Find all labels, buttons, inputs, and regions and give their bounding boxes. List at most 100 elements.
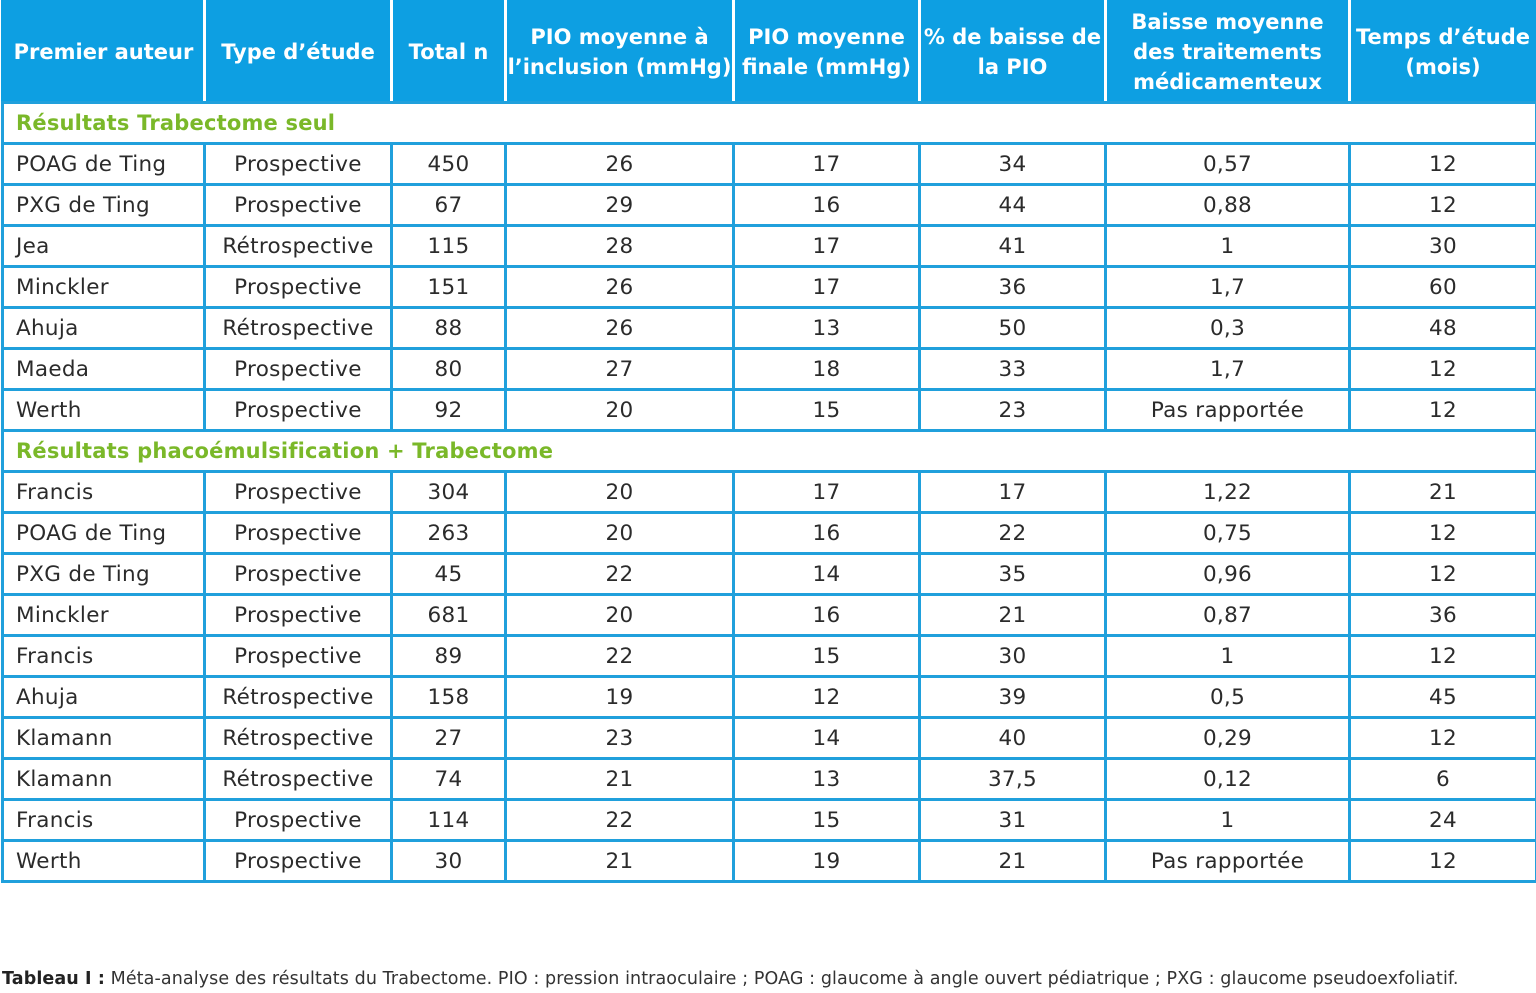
cell-study-type: Prospective bbox=[203, 347, 393, 391]
cell-total-n: 450 bbox=[390, 142, 507, 186]
cell-temps-etude: 12 bbox=[1348, 142, 1536, 186]
cell-baisse-traitements: 0,88 bbox=[1104, 183, 1351, 227]
table-row: Werth Prospective 92 20 15 23 Pas rapportée 12 bbox=[1, 388, 1536, 432]
table-row: Minckler Prospective 681 20 16 21 0,87 36 bbox=[1, 593, 1536, 637]
cell-baisse-traitements: Pas rapportée bbox=[1104, 839, 1351, 883]
cell-total-n: 92 bbox=[390, 388, 507, 432]
cell-study-type: Prospective bbox=[203, 839, 393, 883]
cell-temps-etude: 30 bbox=[1348, 224, 1536, 268]
cell-total-n: 89 bbox=[390, 634, 507, 678]
cell-pio-inclusion: 26 bbox=[504, 306, 735, 350]
cell-temps-etude: 12 bbox=[1348, 552, 1536, 596]
cell-author: POAG de Ting bbox=[1, 511, 206, 555]
cell-total-n: 158 bbox=[390, 675, 507, 719]
header-row: Premier auteur Type d’étude Total n PIO … bbox=[1, 0, 1536, 104]
cell-baisse-pio: 17 bbox=[918, 470, 1107, 514]
cell-baisse-pio: 36 bbox=[918, 265, 1107, 309]
cell-pio-inclusion: 28 bbox=[504, 224, 735, 268]
cell-study-type: Prospective bbox=[203, 593, 393, 637]
cell-pio-inclusion: 27 bbox=[504, 347, 735, 391]
cell-baisse-pio: 41 bbox=[918, 224, 1107, 268]
cell-baisse-pio: 21 bbox=[918, 839, 1107, 883]
caption-label: Tableau I : bbox=[2, 969, 105, 989]
cell-temps-etude: 24 bbox=[1348, 798, 1536, 842]
results-table-container: Premier auteur Type d’étude Total n PIO … bbox=[1, 0, 1536, 883]
cell-pio-finale: 13 bbox=[732, 306, 921, 350]
cell-pio-inclusion: 23 bbox=[504, 716, 735, 760]
cell-baisse-traitements: 0,12 bbox=[1104, 757, 1351, 801]
cell-author: Klamann bbox=[1, 716, 206, 760]
cell-total-n: 304 bbox=[390, 470, 507, 514]
cell-pio-inclusion: 21 bbox=[504, 839, 735, 883]
cell-total-n: 88 bbox=[390, 306, 507, 350]
cell-pio-finale: 15 bbox=[732, 798, 921, 842]
cell-total-n: 151 bbox=[390, 265, 507, 309]
cell-total-n: 681 bbox=[390, 593, 507, 637]
cell-pio-inclusion: 20 bbox=[504, 388, 735, 432]
cell-study-type: Prospective bbox=[203, 183, 393, 227]
caption-text: Méta-analyse des résultats du Trabectome… bbox=[104, 969, 1459, 989]
cell-author: Klamann bbox=[1, 757, 206, 801]
section-title: Résultats Trabectome seul bbox=[1, 101, 1536, 145]
cell-pio-finale: 16 bbox=[732, 593, 921, 637]
cell-pio-inclusion: 22 bbox=[504, 798, 735, 842]
cell-study-type: Prospective bbox=[203, 511, 393, 555]
cell-pio-inclusion: 19 bbox=[504, 675, 735, 719]
cell-baisse-traitements: 1 bbox=[1104, 798, 1351, 842]
cell-pio-inclusion: 20 bbox=[504, 470, 735, 514]
cell-total-n: 115 bbox=[390, 224, 507, 268]
cell-baisse-traitements: 1,7 bbox=[1104, 347, 1351, 391]
cell-author: Francis bbox=[1, 470, 206, 514]
table-caption: Tableau I : Méta-analyse des résultats d… bbox=[2, 969, 1459, 989]
cell-study-type: Prospective bbox=[203, 470, 393, 514]
cell-baisse-pio: 23 bbox=[918, 388, 1107, 432]
cell-temps-etude: 45 bbox=[1348, 675, 1536, 719]
cell-baisse-traitements: 1 bbox=[1104, 224, 1351, 268]
table-row: Minckler Prospective 151 26 17 36 1,7 60 bbox=[1, 265, 1536, 309]
section-row: Résultats Trabectome seul bbox=[1, 101, 1536, 145]
cell-pio-inclusion: 29 bbox=[504, 183, 735, 227]
cell-baisse-traitements: 1 bbox=[1104, 634, 1351, 678]
results-table: Premier auteur Type d’étude Total n PIO … bbox=[1, 0, 1536, 883]
cell-baisse-pio: 40 bbox=[918, 716, 1107, 760]
table-row: Maeda Prospective 80 27 18 33 1,7 12 bbox=[1, 347, 1536, 391]
header-pio-finale: PIO moyenne finale (mmHg) bbox=[732, 0, 921, 104]
table-row: PXG de Ting Prospective 67 29 16 44 0,88 12 bbox=[1, 183, 1536, 227]
cell-pio-finale: 14 bbox=[732, 552, 921, 596]
header-temps-etude: Temps d’étude (mois) bbox=[1348, 0, 1536, 104]
cell-author: POAG de Ting bbox=[1, 142, 206, 186]
table-row: Jea Rétrospective 115 28 17 41 1 30 bbox=[1, 224, 1536, 268]
table-row: POAG de Ting Prospective 450 26 17 34 0,57 12 bbox=[1, 142, 1536, 186]
cell-study-type: Prospective bbox=[203, 634, 393, 678]
cell-baisse-pio: 34 bbox=[918, 142, 1107, 186]
cell-author: Ahuja bbox=[1, 675, 206, 719]
cell-study-type: Prospective bbox=[203, 388, 393, 432]
cell-study-type: Rétrospective bbox=[203, 675, 393, 719]
cell-total-n: 27 bbox=[390, 716, 507, 760]
cell-pio-finale: 15 bbox=[732, 388, 921, 432]
cell-study-type: Prospective bbox=[203, 142, 393, 186]
table-row: Ahuja Rétrospective 158 19 12 39 0,5 45 bbox=[1, 675, 1536, 719]
cell-baisse-pio: 39 bbox=[918, 675, 1107, 719]
cell-study-type: Prospective bbox=[203, 798, 393, 842]
cell-pio-inclusion: 22 bbox=[504, 634, 735, 678]
cell-author: PXG de Ting bbox=[1, 183, 206, 227]
cell-pio-finale: 15 bbox=[732, 634, 921, 678]
cell-pio-inclusion: 21 bbox=[504, 757, 735, 801]
cell-baisse-traitements: 0,87 bbox=[1104, 593, 1351, 637]
header-pio-inclusion: PIO moyenne à l’inclusion (mmHg) bbox=[504, 0, 735, 104]
cell-study-type: Rétrospective bbox=[203, 716, 393, 760]
cell-author: Francis bbox=[1, 634, 206, 678]
header-total-n: Total n bbox=[390, 0, 507, 104]
header-type-etude: Type d’étude bbox=[203, 0, 393, 104]
cell-baisse-pio: 31 bbox=[918, 798, 1107, 842]
cell-study-type: Prospective bbox=[203, 265, 393, 309]
cell-temps-etude: 12 bbox=[1348, 388, 1536, 432]
cell-baisse-pio: 22 bbox=[918, 511, 1107, 555]
table-row: Ahuja Rétrospective 88 26 13 50 0,3 48 bbox=[1, 306, 1536, 350]
table-header: Premier auteur Type d’étude Total n PIO … bbox=[1, 0, 1536, 104]
cell-temps-etude: 12 bbox=[1348, 183, 1536, 227]
header-baisse-pio: % de baisse de la PIO bbox=[918, 0, 1107, 104]
cell-pio-inclusion: 26 bbox=[504, 265, 735, 309]
cell-author: Maeda bbox=[1, 347, 206, 391]
